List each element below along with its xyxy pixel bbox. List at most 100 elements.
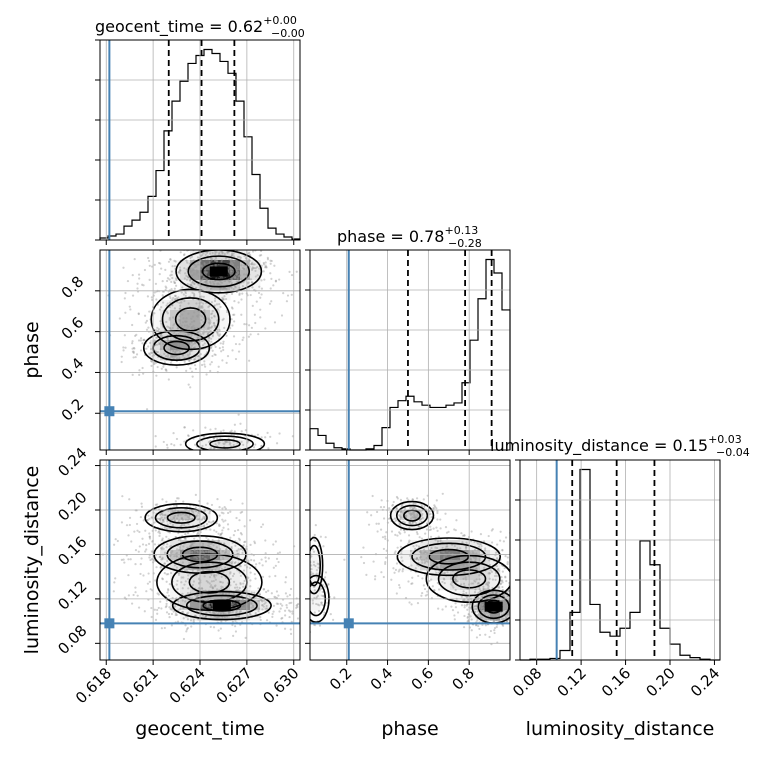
scatter-point — [160, 512, 163, 515]
scatter-point — [122, 558, 125, 561]
scatter-point — [159, 513, 162, 516]
scatter-point — [188, 360, 191, 363]
scatter-point — [420, 504, 424, 507]
scatter-point — [514, 612, 516, 614]
scatter-point — [494, 592, 497, 595]
scatter-point — [214, 345, 217, 349]
scatter-point — [399, 545, 402, 548]
scatter-point — [238, 538, 241, 541]
scatter-point — [230, 306, 234, 309]
scatter-point — [205, 277, 208, 280]
scatter-point — [289, 632, 293, 635]
scatter-point — [463, 534, 466, 537]
scatter-point — [253, 267, 256, 270]
scatter-point — [193, 341, 197, 344]
scatter-point — [395, 562, 399, 565]
scatter-point — [429, 512, 432, 516]
scatter-point — [179, 538, 182, 541]
scatter-point — [178, 307, 181, 310]
scatter-point — [186, 515, 189, 518]
scatter-point — [366, 511, 369, 514]
density-cell — [180, 340, 191, 351]
scatter-point — [230, 286, 233, 289]
scatter-point — [223, 279, 226, 282]
scatter-point — [188, 262, 191, 265]
scatter-point — [193, 327, 196, 330]
scatter-point — [230, 278, 233, 281]
scatter-point — [206, 332, 210, 335]
scatter-point — [218, 514, 221, 517]
scatter-point — [221, 592, 224, 595]
scatter-point — [521, 560, 523, 562]
scatter-point — [167, 353, 170, 356]
scatter-point — [393, 552, 396, 555]
scatter-point — [185, 278, 189, 281]
scatter-point — [169, 355, 173, 358]
title-luminosity-distance-minus: −0.04 — [716, 446, 750, 459]
scatter-point — [248, 595, 251, 598]
scatter-point — [278, 610, 281, 613]
density-cell — [180, 550, 191, 561]
scatter-point — [503, 595, 506, 598]
scatter-point — [396, 546, 399, 549]
scatter-point — [177, 520, 180, 523]
scatter-point — [498, 619, 501, 622]
scatter-point — [200, 306, 203, 309]
scatter-point — [403, 531, 406, 534]
scatter-point — [453, 614, 456, 617]
scatter-point — [210, 602, 213, 606]
scatter-point — [214, 578, 217, 581]
scatter-point — [239, 532, 243, 535]
scatter-point — [285, 604, 288, 607]
scatter-point — [269, 272, 272, 275]
density-cell — [230, 260, 241, 271]
scatter-point — [502, 604, 505, 607]
scatter-point — [412, 502, 415, 505]
density-cell — [470, 570, 481, 581]
scatter-point — [504, 608, 508, 611]
scatter-point — [209, 428, 212, 431]
scatter-point — [512, 613, 514, 615]
scatter-point — [398, 522, 401, 525]
scatter-point — [264, 457, 266, 459]
scatter-point — [202, 316, 205, 319]
density-cell — [240, 280, 251, 291]
scatter-point — [275, 590, 279, 593]
scatter-point — [134, 549, 138, 552]
scatter-point — [458, 564, 461, 567]
scatter-point — [270, 259, 273, 263]
scatter-point — [385, 556, 388, 559]
scatter-point — [184, 346, 187, 349]
scatter-point — [168, 606, 171, 609]
scatter-point — [474, 580, 477, 583]
scatter-point — [213, 353, 216, 356]
scatter-point — [260, 279, 263, 282]
scatter-point — [178, 519, 181, 522]
scatter-point — [231, 610, 234, 614]
density-cell — [200, 290, 211, 301]
scatter-point — [160, 565, 163, 569]
scatter-point — [512, 617, 514, 619]
scatter-point — [456, 611, 460, 614]
scatter-point — [130, 540, 133, 543]
scatter-point — [209, 363, 212, 366]
scatter-point — [493, 627, 497, 630]
scatter-point — [444, 512, 447, 515]
density-cell — [200, 590, 211, 601]
scatter-point — [289, 610, 292, 613]
scatter-point — [236, 528, 240, 532]
scatter-point — [382, 547, 386, 551]
x-tick-label-geocent_time-2: 0.624 — [166, 664, 209, 707]
scatter-point — [187, 577, 190, 581]
scatter-point — [461, 534, 465, 537]
scatter-point — [165, 611, 169, 614]
scatter-point — [478, 591, 481, 594]
scatter-point — [137, 312, 140, 315]
scatter-point — [186, 332, 190, 335]
scatter-point — [274, 564, 277, 567]
scatter-point — [451, 584, 454, 587]
scatter-point — [224, 257, 227, 260]
scatter-point — [474, 610, 477, 614]
scatter-point — [174, 605, 177, 608]
scatter-point — [443, 578, 446, 581]
